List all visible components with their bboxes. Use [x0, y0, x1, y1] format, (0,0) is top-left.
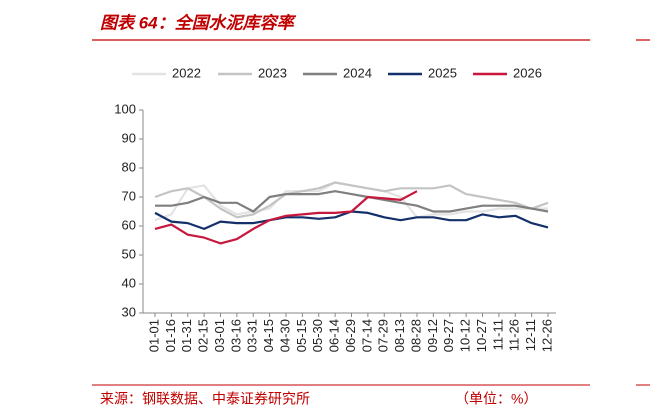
series-line — [154, 190, 418, 245]
x-tick-label: 01-01 — [146, 319, 161, 352]
y-tick-label: 50 — [122, 246, 136, 261]
legend-label: 2024 — [343, 65, 372, 80]
y-tick-label: 90 — [122, 130, 136, 145]
x-tick-label: 08-28 — [408, 319, 423, 352]
y-tick-label: 100 — [114, 101, 136, 116]
source: 来源：钢联数据、中泰证券研究所 — [100, 391, 310, 407]
x-tick-label: 03-16 — [228, 319, 243, 352]
y-tick-label: 40 — [122, 275, 136, 290]
x-tick-label: 04-30 — [277, 319, 292, 352]
x-tick-label: 07-14 — [359, 319, 374, 352]
x-tick-label: 02-15 — [196, 319, 211, 352]
y-tick-label: 60 — [122, 217, 136, 232]
series-line — [155, 190, 549, 213]
legend-label: 2023 — [258, 65, 287, 80]
x-tick-label: 05-15 — [294, 319, 309, 352]
x-tick-label: 10-27 — [474, 319, 489, 352]
x-tick-label: 11-11 — [490, 319, 505, 350]
unit: （单位：%） — [455, 391, 537, 407]
x-tick-label: 05-30 — [310, 319, 325, 352]
x-tick-label: 03-31 — [245, 319, 260, 352]
x-tick-label: 06-29 — [343, 319, 358, 352]
chart-title: 图表 64：全国水泥库容率 — [100, 13, 297, 32]
legend-label: 2022 — [172, 65, 201, 80]
x-tick-label: 10-12 — [458, 319, 473, 352]
x-tick-label: 11-26 — [507, 319, 522, 351]
x-tick-label: 08-13 — [392, 319, 407, 352]
x-tick-label: 09-12 — [425, 319, 440, 352]
series-line — [154, 210, 549, 230]
x-tick-label: 03-01 — [212, 319, 227, 352]
legend-label: 2025 — [428, 65, 457, 80]
y-tick-label: 30 — [122, 304, 136, 319]
x-tick-label: 01-31 — [179, 319, 194, 352]
x-tick-label: 12-11 — [523, 319, 538, 351]
x-tick-label: 01-16 — [163, 319, 178, 352]
x-tick-label: 12-26 — [539, 319, 554, 352]
series-line — [154, 181, 549, 219]
legend-label: 2026 — [513, 65, 542, 80]
y-tick-label: 80 — [122, 159, 136, 174]
x-tick-label: 07-29 — [376, 319, 391, 352]
y-tick-label: 70 — [122, 188, 136, 203]
x-tick-label: 09-27 — [441, 319, 456, 352]
x-tick-label: 04-15 — [261, 319, 276, 352]
x-tick-label: 06-14 — [327, 319, 342, 352]
